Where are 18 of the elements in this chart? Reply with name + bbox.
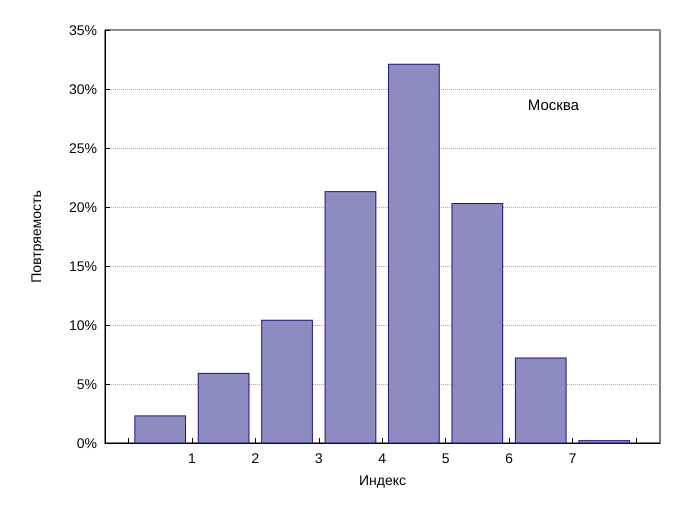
y-tick-label: 5% [76,376,97,392]
x-tick-label: 3 [314,450,323,466]
x-tick-label: 5 [442,450,450,466]
y-tick-label: 10% [68,317,97,333]
y-tick-label: 20% [68,199,97,215]
y-axis-title: Повтряемость [28,190,44,283]
x-tick-label: 7 [568,450,577,466]
x-tick-label: 1 [188,450,196,466]
y-tick-label: 0% [76,435,97,451]
x-tick-label: 6 [505,450,514,466]
y-tick-label: 30% [68,81,97,97]
x-tick-label: 2 [251,450,260,466]
y-tick-label: 15% [68,258,97,274]
y-tick-label: 25% [68,140,97,156]
y-tick-label: 35% [68,22,97,38]
annotation: Москва [528,97,580,114]
x-axis-title: Индекс [358,472,406,488]
x-tick-label: 4 [378,450,386,466]
